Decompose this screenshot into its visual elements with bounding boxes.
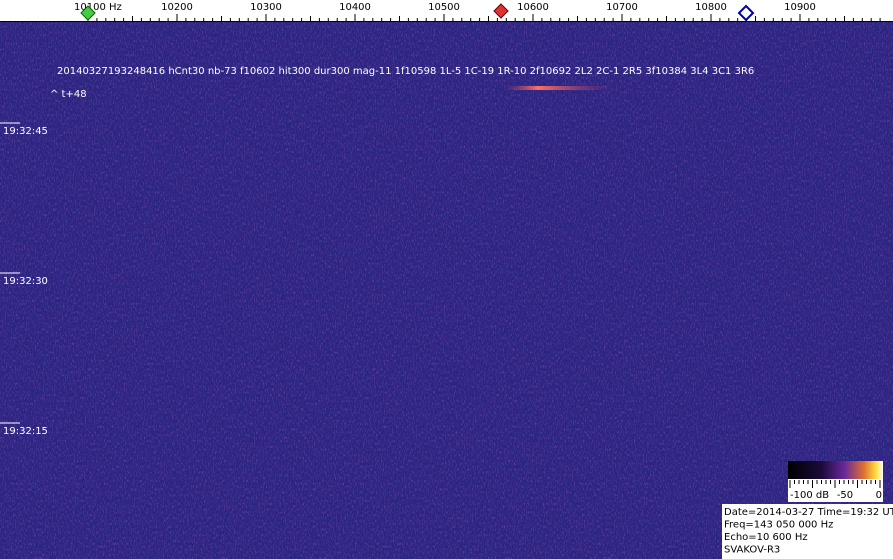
annotation-offset: ^ t+48 <box>50 89 87 100</box>
color-scale-label: -50 <box>837 490 853 501</box>
info-line: Freq=143 050 000 Hz <box>724 520 833 531</box>
waterfall-noise <box>0 22 893 559</box>
freq-label: 10900 <box>784 2 816 13</box>
info-line: Echo=10 600 Hz <box>724 532 808 543</box>
freq-label: 10100 Hz <box>74 2 122 13</box>
color-scale-label: -100 dB <box>790 490 829 501</box>
axis-strip <box>0 0 893 22</box>
marker-blue <box>737 4 755 22</box>
info-box <box>722 504 893 559</box>
freq-label: 10800 <box>695 2 727 13</box>
color-bar-scale <box>788 479 883 502</box>
time-label: 19:32:45 <box>3 126 48 137</box>
echo-trace <box>505 86 615 90</box>
freq-label: 10400 <box>339 2 371 13</box>
time-label: 19:32:15 <box>3 426 48 437</box>
color-bar <box>788 461 883 479</box>
freq-label: 10700 <box>606 2 638 13</box>
time-label: 19:32:30 <box>3 276 48 287</box>
marker-green <box>80 5 96 21</box>
info-line: SVAKOV-R3 <box>724 545 780 556</box>
freq-label: 10600 <box>517 2 549 13</box>
annotation: 20140327193248416 hCnt30 nb-73 f10602 hi… <box>57 66 754 77</box>
freq-label: 10300 <box>250 2 282 13</box>
freq-label: 10500 <box>428 2 460 13</box>
freq-label: 10200 <box>161 2 193 13</box>
info-line: Date=2014-03-27 Time=19:32 UTC <box>724 507 893 518</box>
marker-red <box>493 3 509 19</box>
color-scale-label: 0 <box>876 490 882 501</box>
